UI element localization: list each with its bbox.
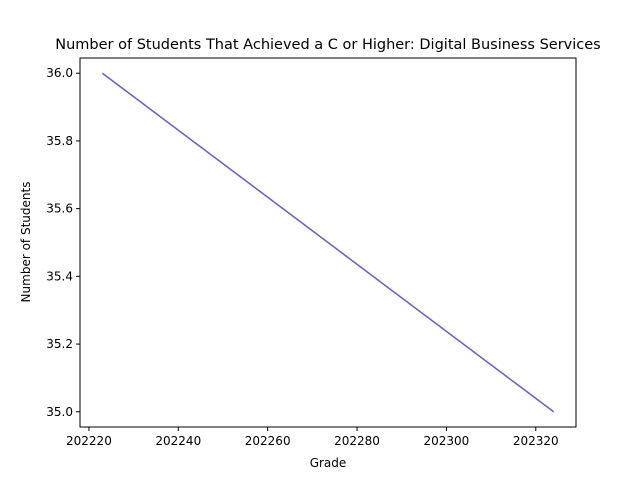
x-axis: 202220 202240 202260 202280 202300 202320	[66, 427, 559, 448]
y-axis-label: Number of Students	[19, 182, 33, 303]
x-tick-label: 202300	[424, 434, 470, 448]
plot-frame	[79, 57, 577, 428]
x-axis-label: Grade	[310, 456, 347, 470]
series-line	[101, 72, 555, 413]
y-tick-label: 35.2	[46, 337, 73, 351]
x-tick-label: 202240	[155, 434, 201, 448]
y-tick-label: 36.0	[46, 66, 73, 80]
plot-area	[79, 57, 577, 428]
x-tick-label: 202260	[245, 434, 291, 448]
x-tick-label: 202220	[66, 434, 112, 448]
y-tick-label: 35.8	[46, 134, 73, 148]
y-tick-label: 35.0	[46, 405, 73, 419]
x-tick-label: 202320	[513, 434, 559, 448]
y-tick-label: 35.6	[46, 202, 73, 216]
y-axis: 35.0 35.2 35.4 35.6 35.8 36.0	[46, 66, 80, 419]
chart-title: Number of Students That Achieved a C or …	[55, 37, 600, 53]
series-layer	[101, 72, 555, 413]
x-tick-label: 202280	[334, 434, 380, 448]
y-tick-label: 35.4	[46, 269, 73, 283]
